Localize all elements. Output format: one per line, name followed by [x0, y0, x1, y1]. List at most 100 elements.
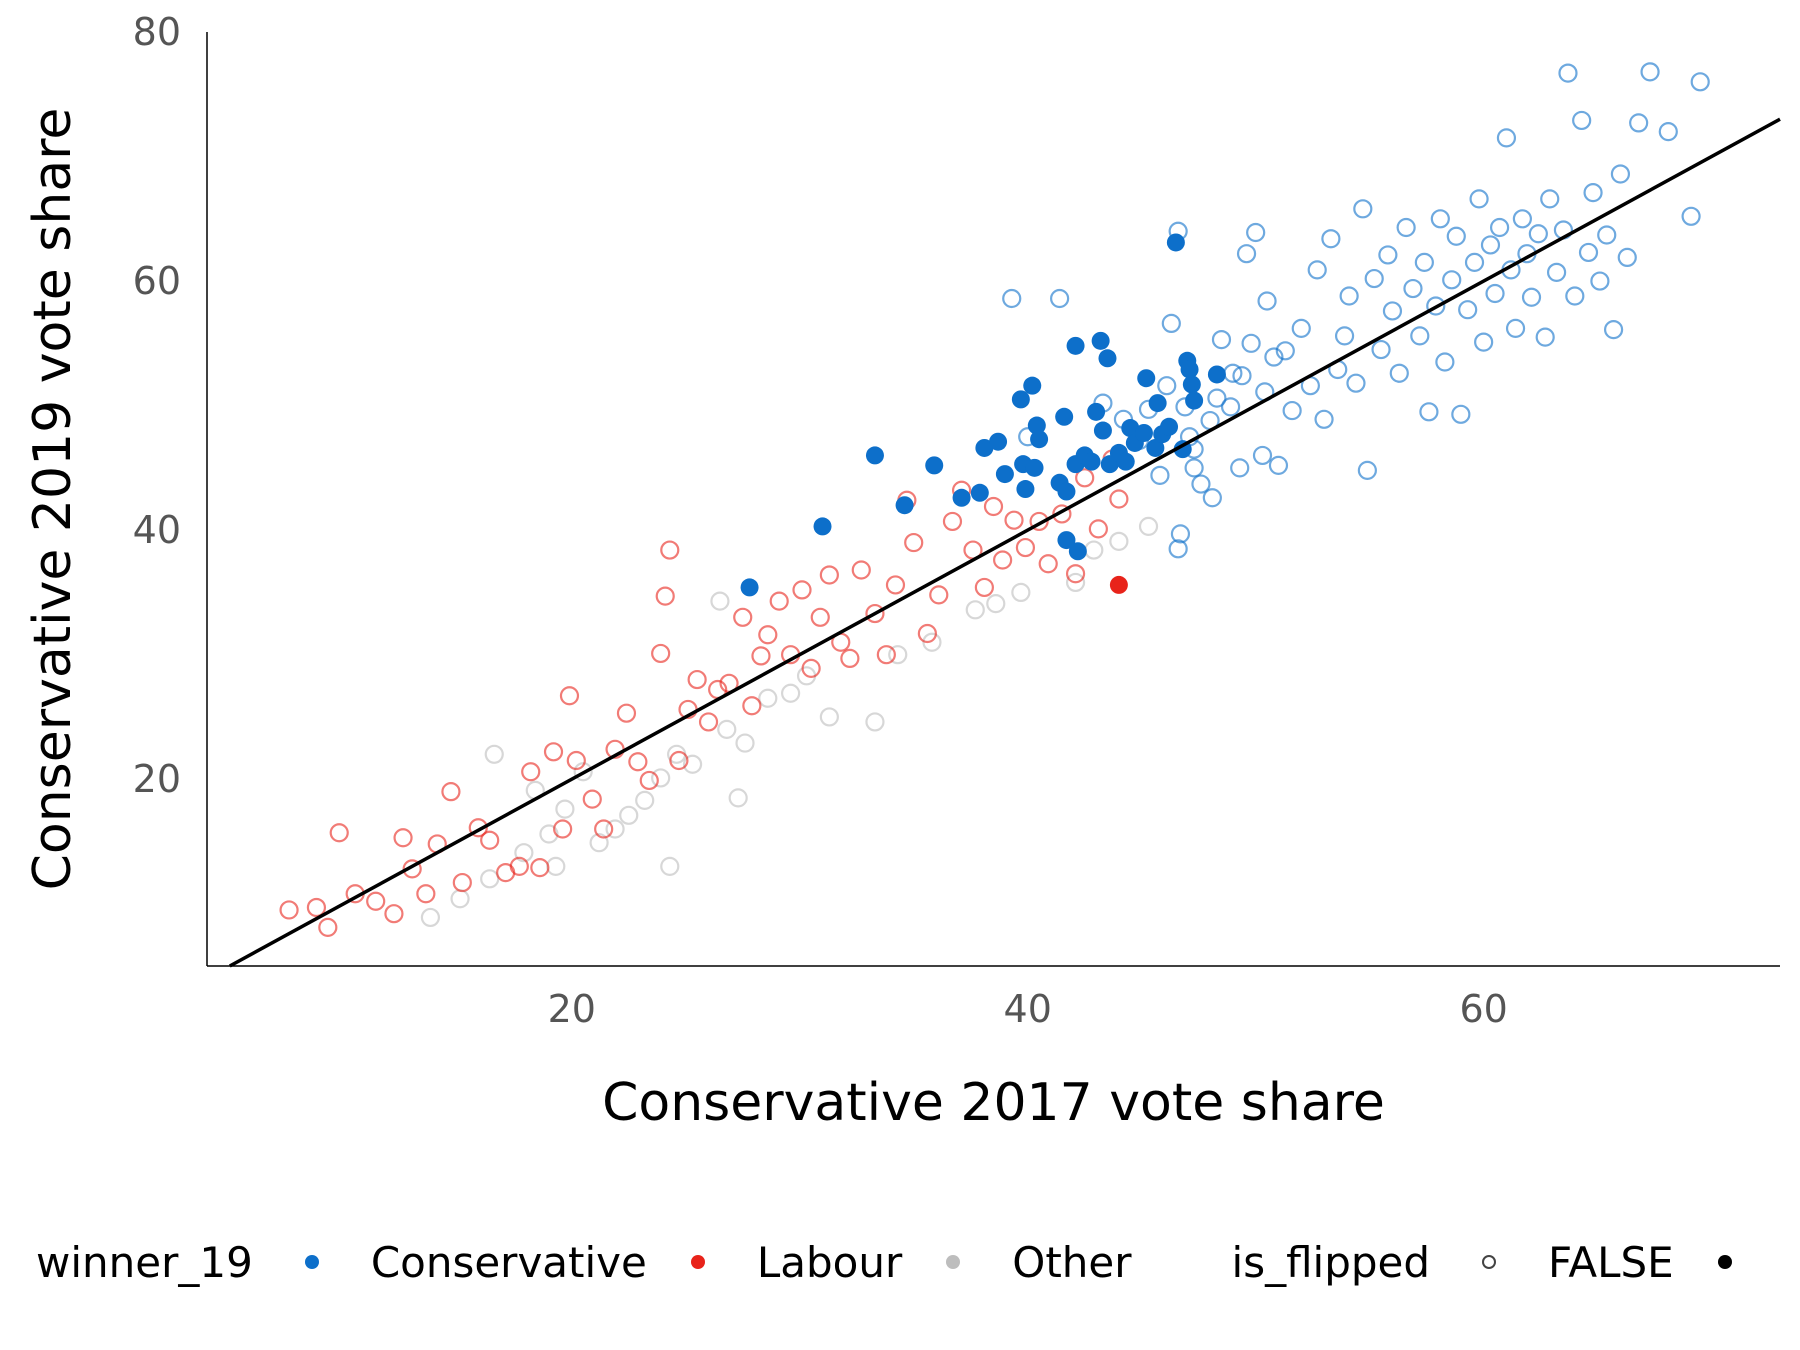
point-labour-not-flipped	[742, 696, 762, 716]
point-conservative-not-flipped	[1572, 110, 1592, 131]
point-conservative-not-flipped	[1246, 222, 1266, 243]
point-other-not-flipped	[480, 869, 500, 889]
point-conservative-not-flipped	[1583, 183, 1603, 203]
legend-flipped-title: is_flipped	[1231, 1237, 1431, 1287]
point-conservative-not-flipped	[1211, 329, 1232, 350]
point-conservative-not-flipped	[1364, 268, 1384, 289]
point-conservative-not-flipped	[1314, 409, 1334, 429]
point-conservative-flipped	[975, 438, 994, 457]
point-other-not-flipped	[589, 833, 609, 853]
point-labour-not-flipped	[1075, 468, 1095, 488]
point-other-not-flipped	[619, 805, 639, 825]
point-other-not-flipped	[651, 768, 671, 788]
point-conservative-not-flipped	[1558, 63, 1578, 83]
y-tick-label: 40	[133, 508, 181, 552]
point-other-not-flipped	[781, 683, 801, 703]
point-other-not-flipped	[635, 790, 655, 810]
point-conservative-not-flipped	[1170, 524, 1191, 544]
y-tick-label: 80	[133, 10, 181, 54]
point-labour-flipped	[1109, 575, 1128, 594]
point-conservative-flipped	[1082, 452, 1101, 471]
point-conservative-not-flipped	[1458, 300, 1478, 320]
point-labour-not-flipped	[904, 532, 924, 553]
point-conservative-not-flipped	[1382, 301, 1403, 321]
point-conservative-flipped	[925, 456, 944, 475]
point-conservative-flipped	[1207, 365, 1226, 384]
legend-key-conservative	[304, 1255, 319, 1269]
point-labour-not-flipped	[582, 789, 602, 809]
x-axis-title: Conservative 2017 vote share	[602, 1073, 1385, 1133]
point-conservative-not-flipped	[1403, 278, 1423, 299]
point-labour-not-flipped	[530, 858, 550, 878]
point-conservative-not-flipped	[1150, 465, 1170, 485]
point-other-not-flipped	[546, 856, 566, 876]
point-other-not-flipped	[1065, 572, 1086, 593]
point-conservative-flipped	[1116, 452, 1135, 471]
point-conservative-not-flipped	[1202, 488, 1222, 508]
legend-key-labour	[690, 1255, 705, 1269]
point-conservative-flipped	[1091, 331, 1110, 350]
x-tick-label: 60	[1459, 987, 1507, 1031]
point-labour-not-flipped	[792, 580, 812, 600]
point-labour-not-flipped	[1065, 564, 1086, 584]
point-conservative-flipped	[1025, 458, 1044, 477]
point-conservative-not-flipped	[1357, 460, 1377, 480]
point-labour-not-flipped	[279, 900, 299, 920]
point-conservative-not-flipped	[1410, 326, 1430, 346]
point-other-not-flipped	[1109, 531, 1129, 551]
point-conservative-not-flipped	[1339, 286, 1359, 306]
point-labour-not-flipped	[876, 645, 896, 665]
point-conservative-not-flipped	[1414, 252, 1434, 272]
point-conservative-not-flipped	[1275, 341, 1295, 361]
point-other-not-flipped	[1084, 540, 1104, 560]
point-other-not-flipped	[420, 907, 441, 928]
point-conservative-not-flipped	[1496, 128, 1517, 148]
point-conservative-not-flipped	[1353, 199, 1373, 219]
point-conservative-flipped	[1137, 369, 1156, 388]
point-conservative-not-flipped	[1291, 318, 1311, 338]
point-labour-not-flipped	[801, 658, 821, 678]
point-other-not-flipped	[660, 856, 680, 876]
point-conservative-not-flipped	[1489, 217, 1510, 238]
point-labour-not-flipped	[942, 511, 963, 532]
point-labour-not-flipped	[543, 742, 564, 762]
point-conservative-not-flipped	[1378, 245, 1398, 265]
legend-key-true	[1717, 1255, 1732, 1269]
point-labour-not-flipped	[553, 819, 573, 839]
point-conservative-flipped	[1160, 417, 1179, 436]
legend-label-conservative: Conservative	[370, 1237, 647, 1287]
point-conservative-not-flipped	[1371, 339, 1391, 360]
point-conservative-not-flipped	[1257, 291, 1277, 311]
point-conservative-flipped	[989, 432, 1008, 451]
y-tick-label: 20	[133, 757, 181, 801]
point-labour-not-flipped	[1088, 519, 1108, 539]
point-conservative-not-flipped	[1389, 363, 1409, 383]
point-conservative-not-flipped	[1485, 283, 1505, 304]
point-conservative-flipped	[1030, 430, 1049, 449]
point-conservative-not-flipped	[1334, 326, 1355, 346]
point-labour-not-flipped	[917, 623, 937, 644]
x-tick-label: 40	[1004, 987, 1052, 1031]
x-tick-label: 20	[548, 987, 596, 1031]
point-conservative-flipped	[1185, 391, 1204, 410]
point-other-not-flipped	[514, 843, 534, 863]
point-conservative-flipped	[895, 496, 914, 515]
point-labour-not-flipped	[566, 750, 586, 771]
y-axis-title: Conservative 2019 vote share	[23, 108, 83, 891]
point-labour-not-flipped	[1029, 511, 1049, 532]
point-labour-not-flipped	[993, 550, 1013, 570]
point-conservative-flipped	[1066, 336, 1085, 355]
point-conservative-not-flipped	[1435, 352, 1455, 372]
point-conservative-not-flipped	[1535, 327, 1555, 347]
point-conservative-flipped	[970, 483, 989, 502]
y-tick-label: 60	[133, 259, 181, 303]
legend-key-false	[1482, 1255, 1497, 1269]
point-labour-not-flipped	[393, 828, 413, 848]
point-conservative-not-flipped	[1252, 445, 1273, 466]
point-conservative-not-flipped	[1451, 404, 1471, 424]
point-labour-not-flipped	[769, 591, 789, 611]
point-conservative-flipped	[1027, 416, 1046, 435]
point-other-not-flipped	[450, 889, 470, 909]
point-conservative-not-flipped	[1157, 376, 1177, 396]
legend-winner-title: winner_19	[36, 1237, 253, 1287]
